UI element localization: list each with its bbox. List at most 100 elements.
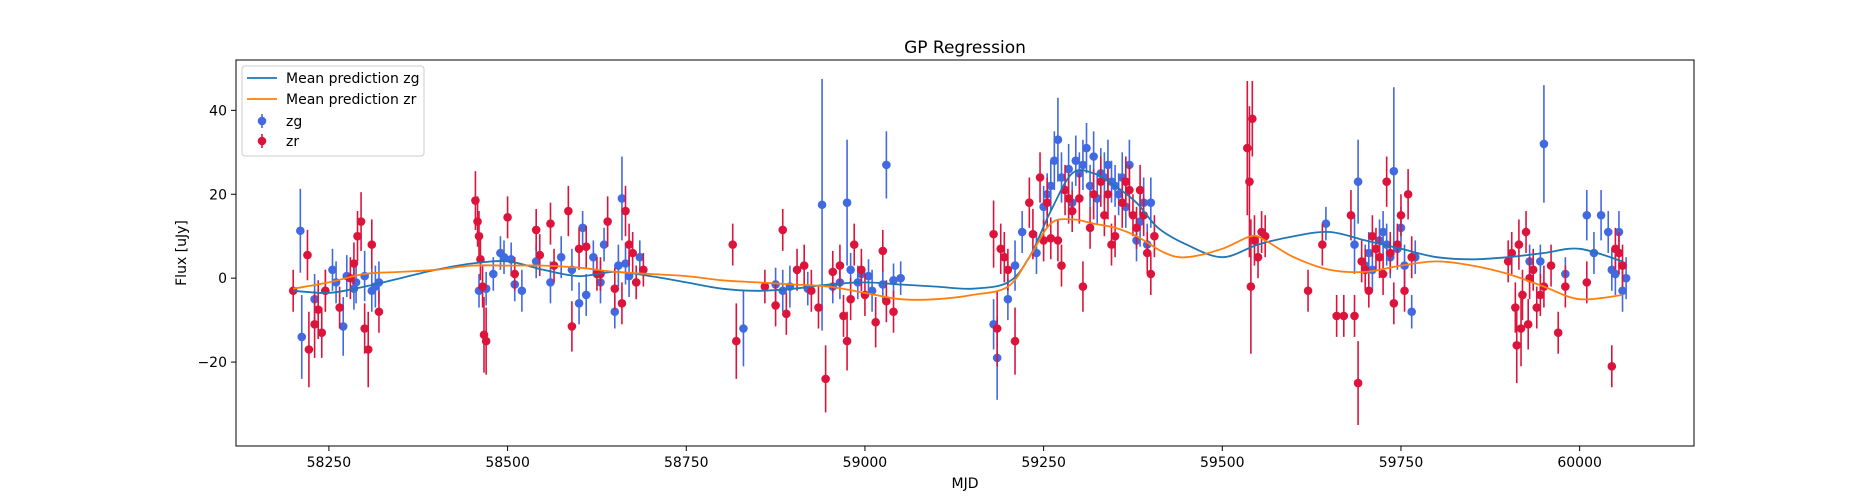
data-point-zg — [1364, 248, 1374, 258]
data-point-zr — [1042, 198, 1052, 207]
data-point-zg — [1071, 156, 1081, 165]
line-mean-prediction-zr — [293, 218, 1623, 301]
data-point-zr — [799, 261, 809, 270]
data-point-zg — [1350, 240, 1359, 249]
data-point-zr — [624, 240, 634, 249]
data-point-zg — [1085, 181, 1095, 191]
data-point-zr — [317, 328, 327, 338]
data-point-zr — [639, 265, 648, 275]
data-point-zr — [1075, 194, 1084, 203]
data-point-zr — [473, 217, 482, 226]
data-point-zr — [360, 324, 369, 333]
data-point-zr — [1248, 114, 1257, 124]
data-point-zr — [1350, 311, 1359, 321]
data-point-zr — [631, 278, 641, 287]
data-point-zg — [1017, 227, 1027, 237]
data-point-zg — [635, 252, 645, 262]
data-point-zr — [1003, 265, 1013, 275]
data-point-zr — [1303, 286, 1313, 296]
data-point-zg — [1050, 156, 1059, 165]
data-point-zr — [510, 269, 520, 279]
data-point-zr — [992, 324, 1002, 333]
data-point-zr — [1385, 248, 1395, 258]
y-tick-label: 20 — [209, 187, 227, 203]
data-point-zr — [814, 303, 823, 312]
data-point-zr — [1618, 261, 1627, 270]
data-point-zr — [821, 374, 830, 384]
data-point-zr — [1389, 299, 1399, 308]
data-point-zr — [567, 322, 577, 331]
data-point-zr — [1521, 227, 1531, 237]
data-point-zr — [1245, 177, 1254, 186]
data-point-zr — [1125, 185, 1134, 195]
data-point-zr — [828, 267, 838, 277]
data-point-zr — [313, 305, 323, 314]
y-axis-label: Flux [uJy] — [174, 220, 190, 286]
data-point-zg — [578, 223, 587, 233]
data-point-zr — [1532, 303, 1542, 312]
x-tick-label: 59500 — [1200, 455, 1245, 471]
data-point-zr — [1396, 210, 1406, 220]
data-point-zr — [835, 261, 845, 270]
data-point-zr — [1353, 378, 1363, 388]
legend-entry-label: zr — [286, 134, 299, 150]
data-point-zr — [374, 307, 384, 317]
series-zr — [288, 80, 1627, 426]
data-point-zr — [1332, 311, 1341, 321]
data-point-zr — [871, 317, 880, 327]
data-point-zg — [296, 226, 305, 236]
data-point-zr — [503, 213, 512, 222]
y-axis: −20 0 20 40 — [197, 103, 236, 371]
data-point-zr — [1110, 231, 1120, 241]
data-point-zr — [1514, 240, 1524, 249]
data-point-zg — [864, 271, 873, 281]
data-point-zr — [1518, 290, 1527, 300]
data-point-zr — [1382, 177, 1391, 186]
data-point-zg — [1003, 294, 1013, 304]
data-point-zg — [546, 278, 555, 287]
data-point-zr — [1085, 223, 1095, 233]
data-point-zg — [889, 275, 898, 285]
data-point-zg — [1611, 269, 1620, 279]
data-point-zr — [1403, 189, 1413, 199]
data-point-zg — [1582, 210, 1592, 220]
x-tick-label: 59000 — [843, 455, 888, 471]
legend-box — [241, 65, 425, 157]
data-point-zr — [478, 282, 487, 291]
data-point-zg — [1082, 143, 1091, 153]
data-point-zg — [1064, 164, 1073, 174]
data-point-zr — [1096, 177, 1106, 186]
data-point-zr — [471, 196, 480, 205]
data-point-zg — [328, 265, 337, 275]
data-point-zr — [1371, 244, 1381, 254]
data-point-zr — [846, 294, 855, 304]
data-point-zr — [303, 250, 312, 260]
data-point-zr — [1146, 269, 1156, 279]
data-point-zr — [728, 240, 738, 249]
data-point-zg — [1603, 227, 1613, 237]
data-point-zg — [1032, 248, 1041, 258]
data-point-zg — [488, 269, 498, 279]
data-point-zr — [1523, 320, 1533, 329]
data-point-zg — [610, 307, 620, 317]
data-point-zr — [1089, 189, 1098, 199]
legend-point-swatch — [257, 116, 267, 126]
x-tick-label: 59250 — [1021, 455, 1066, 471]
y-tick-label: 0 — [218, 271, 227, 287]
data-point-zr — [889, 307, 898, 317]
data-point-zr — [363, 345, 373, 354]
x-tick-label: 60000 — [1557, 455, 1602, 471]
data-point-zr — [1100, 210, 1109, 220]
data-point-zg — [517, 286, 527, 296]
data-point-zr — [1010, 336, 1020, 346]
data-point-zr — [304, 345, 314, 354]
chart-title: GP Regression — [904, 38, 1026, 58]
data-point-zr — [349, 259, 359, 268]
x-axis-label: MJD — [952, 476, 979, 492]
data-point-zr — [1142, 248, 1152, 258]
data-point-zg — [867, 286, 877, 296]
data-point-zr — [1378, 269, 1388, 279]
data-point-zr — [1039, 236, 1048, 245]
data-point-zr — [807, 286, 816, 296]
